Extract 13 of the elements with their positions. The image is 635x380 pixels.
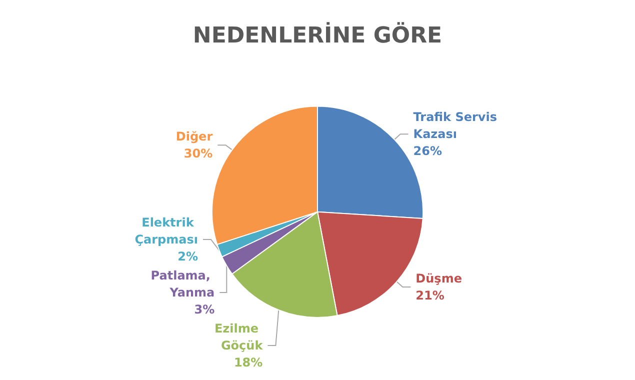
slice-label: Düşme [416, 271, 462, 286]
slice-label: Diğer [176, 130, 213, 144]
data-label: 18% [234, 356, 263, 370]
data-label: 2% [178, 250, 198, 264]
chart-title: NEDENLERİNE GÖRE [192, 22, 442, 48]
data-label: 30% [184, 146, 213, 161]
slice-label: Elektrik Çarpması [134, 216, 198, 246]
slice-label: Trafik Servis Kazası [413, 110, 502, 142]
data-label: 26% [413, 144, 442, 158]
data-label: 21% [416, 288, 444, 302]
slice-label: Ezilme Göçük [214, 322, 264, 352]
data-label: 3% [194, 302, 215, 316]
slice-label: Patlama, Yanma [150, 268, 215, 300]
